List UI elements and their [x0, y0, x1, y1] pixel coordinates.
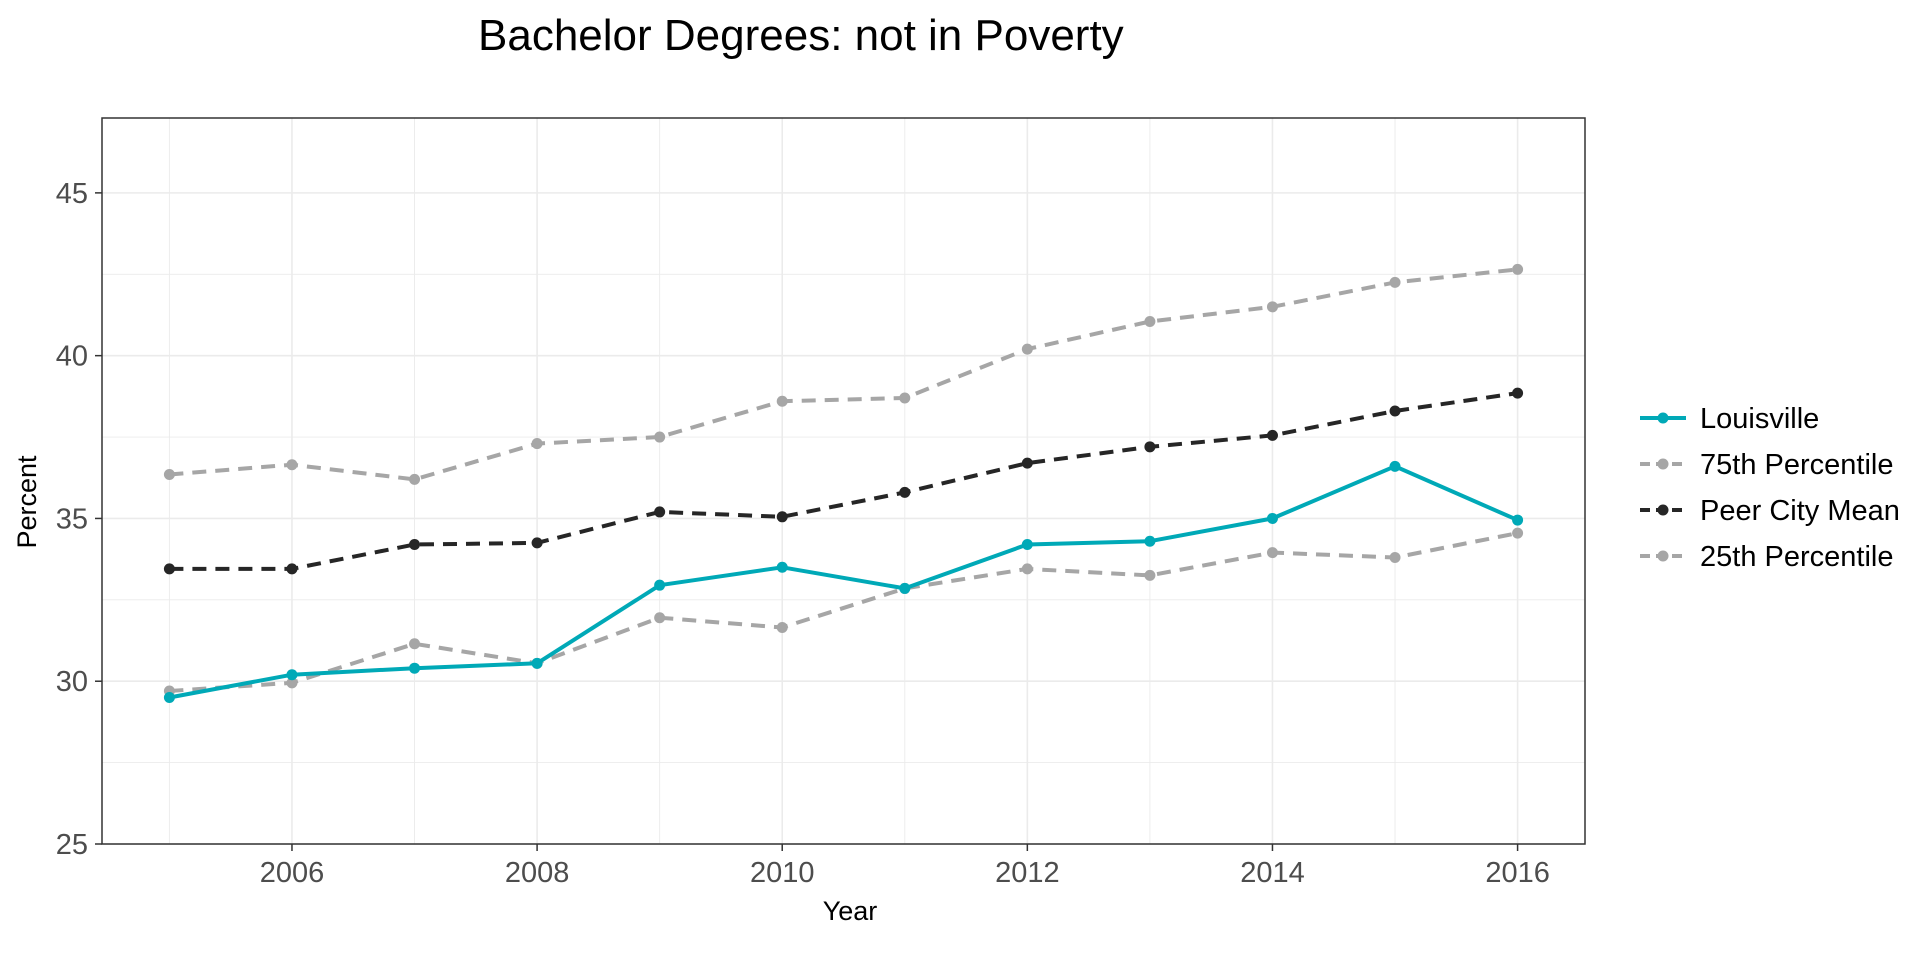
x-axis: 2006 2008 2010 2012 2014 2016 — [260, 844, 1550, 889]
data-point — [776, 622, 788, 634]
y-tick-label: 30 — [56, 666, 88, 698]
legend: Louisville 75th Percentile Peer City Mean 2… — [1640, 403, 1900, 573]
legend-item: 25th Percentile — [1640, 541, 1893, 573]
data-point — [1512, 527, 1524, 539]
legend-label: 75th Percentile — [1700, 449, 1893, 481]
data-point — [1021, 457, 1033, 469]
data-point — [286, 669, 298, 681]
y-axis: 25 30 35 40 45 — [56, 178, 102, 861]
data-point — [286, 459, 298, 471]
data-point — [1266, 429, 1278, 441]
data-point — [1389, 405, 1401, 417]
legend-label: 25th Percentile — [1700, 541, 1893, 573]
data-point — [163, 563, 175, 575]
x-tick-label: 2016 — [1485, 857, 1550, 889]
data-point — [1266, 301, 1278, 313]
data-point — [776, 395, 788, 407]
x-tick-label: 2006 — [260, 857, 325, 889]
data-point — [409, 473, 421, 485]
data-point — [163, 468, 175, 480]
data-point — [409, 538, 421, 550]
data-point — [286, 563, 298, 575]
legend-item: Louisville — [1640, 403, 1819, 435]
data-point — [531, 438, 543, 450]
series-line — [169, 267, 1518, 482]
data-point — [1266, 512, 1278, 524]
legend-label: Louisville — [1700, 403, 1819, 435]
data-point — [1021, 343, 1033, 355]
data-point — [1021, 538, 1033, 550]
data-point — [899, 582, 911, 594]
y-tick-label: 40 — [56, 341, 88, 373]
legend-item: 75th Percentile — [1640, 449, 1893, 481]
chart-title: Bachelor Degrees: not in Poverty — [478, 11, 1124, 60]
data-point — [1266, 547, 1278, 559]
data-point — [1144, 315, 1156, 327]
y-axis-title: Percent — [12, 455, 42, 549]
series-line — [169, 531, 1518, 693]
plot-panel — [101, 117, 1586, 845]
series-75th-percentile — [163, 263, 1524, 485]
data-point — [1512, 263, 1524, 275]
x-tick-label: 2008 — [505, 857, 570, 889]
legend-key-point — [1657, 550, 1669, 562]
panel-border — [101, 117, 1586, 845]
series-layer — [163, 263, 1524, 703]
legend-key-point — [1657, 458, 1669, 470]
x-tick-label: 2012 — [995, 857, 1060, 889]
data-point — [163, 691, 175, 703]
legend-key-point — [1657, 412, 1669, 424]
data-point — [1512, 514, 1524, 526]
data-point — [776, 511, 788, 523]
data-point — [409, 638, 421, 650]
data-point — [1389, 460, 1401, 472]
data-point — [1389, 552, 1401, 564]
data-point — [654, 612, 666, 624]
data-point — [1021, 563, 1033, 575]
data-point — [1144, 535, 1156, 547]
legend-item: Peer City Mean — [1640, 495, 1900, 527]
data-point — [1389, 276, 1401, 288]
data-point — [654, 506, 666, 518]
x-tick-label: 2014 — [1240, 857, 1305, 889]
y-tick-label: 35 — [56, 503, 88, 535]
data-point — [654, 579, 666, 591]
data-point — [1144, 569, 1156, 581]
data-point — [899, 392, 911, 404]
y-tick-label: 25 — [56, 829, 88, 861]
data-point — [531, 537, 543, 549]
data-point — [654, 431, 666, 443]
data-point — [1144, 441, 1156, 453]
legend-label: Peer City Mean — [1700, 495, 1900, 527]
series-peer-city-mean — [163, 387, 1524, 575]
data-point — [1512, 387, 1524, 399]
x-tick-label: 2010 — [750, 857, 815, 889]
data-point — [531, 657, 543, 669]
series-line — [169, 464, 1519, 700]
y-tick-label: 45 — [56, 178, 88, 210]
series-line — [169, 391, 1518, 571]
data-point — [409, 662, 421, 674]
data-point — [286, 677, 298, 689]
legend-key-point — [1657, 504, 1669, 516]
data-point — [899, 486, 911, 498]
series-louisville — [163, 460, 1524, 703]
data-point — [776, 561, 788, 573]
x-axis-title: Year — [823, 896, 878, 926]
